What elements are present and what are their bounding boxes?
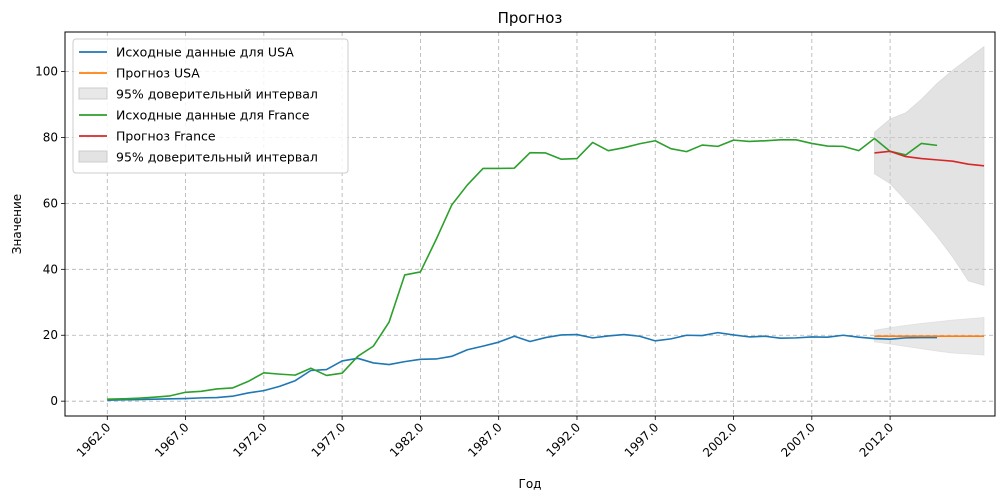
x-tick-label: 1967.0 — [152, 420, 192, 460]
legend-label: 95% доверительный интервал — [116, 87, 318, 102]
legend-label: 95% доверительный интервал — [116, 150, 318, 165]
x-tick-label: 2012.0 — [857, 420, 897, 460]
confidence-band-layer — [874, 45, 985, 356]
series-line-3 — [107, 137, 938, 400]
x-tick-label: 1977.0 — [309, 420, 349, 460]
x-tick-label: 2002.0 — [700, 420, 740, 460]
legend-swatch — [78, 87, 108, 100]
series-line-0 — [107, 331, 938, 401]
y-tick-label: 40 — [43, 262, 58, 276]
y-axis-label: Значение — [10, 194, 24, 254]
x-tick-label: 1992.0 — [543, 420, 583, 460]
series-line-layer — [107, 137, 985, 401]
legend: Исходные данные для USA Прогноз USA 95% до… — [72, 38, 349, 174]
legend-label: Исходные данные для USA — [116, 45, 294, 60]
legend-label: Исходные данные для France — [116, 108, 310, 123]
x-tick-label: 1997.0 — [622, 420, 662, 460]
confidence-band-5 — [874, 45, 985, 287]
x-tick-label: 1962.0 — [74, 420, 114, 460]
y-tick-label: 60 — [43, 196, 58, 210]
y-tick-label: 0 — [50, 394, 58, 408]
x-axis-label: Год — [519, 477, 542, 491]
x-tick-label: 1987.0 — [465, 420, 505, 460]
x-tick-label: 1982.0 — [387, 420, 427, 460]
plot-area-frame — [64, 31, 996, 417]
chart-title: Прогноз — [498, 9, 563, 27]
y-tick-label: 100 — [35, 65, 58, 79]
y-tick-label: 80 — [43, 130, 58, 144]
y-tick-label: 20 — [43, 328, 58, 342]
legend-label: Прогноз France — [116, 129, 216, 144]
x-tick-label: 1972.0 — [230, 420, 270, 460]
legend-box — [72, 38, 349, 174]
legend-swatch — [78, 150, 108, 163]
series-line-4 — [874, 150, 985, 167]
legend-label: Прогноз USA — [116, 66, 200, 81]
x-tick-label: 2007.0 — [778, 420, 818, 460]
